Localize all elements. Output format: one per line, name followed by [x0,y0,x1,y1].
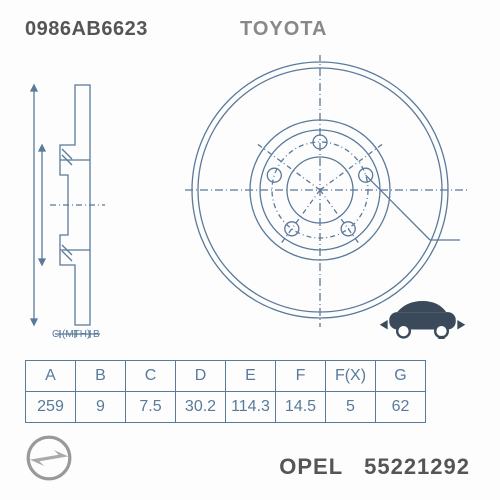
val-B: 9 [76,392,126,423]
col-D: D [176,361,226,392]
table-value-row: 259 9 7.5 30.2 114.3 14.5 5 62 [26,392,426,423]
axle-position-icon [375,295,470,345]
col-E: E [226,361,276,392]
col-C: C [126,361,176,392]
col-A: A [26,361,76,392]
col-Fx: F(X) [326,361,376,392]
dim-label-c: C (MTH) [52,329,90,340]
val-C: 7.5 [126,392,176,423]
brake-disc-side-view: C (MTH) B [30,75,140,340]
val-D: 30.2 [176,392,226,423]
val-Fx: 5 [326,392,376,423]
val-G: 62 [376,392,426,423]
dim-label-b: B [93,329,100,340]
val-E: 114.3 [226,392,276,423]
col-F: F [276,361,326,392]
dimension-table: A B C D E F F(X) G 259 9 7.5 30.2 114.3 … [25,360,426,423]
val-F: 14.5 [276,392,326,423]
part-number-top: 0986AB6623 [25,18,148,41]
footer-brand-part: OPEL 55221292 [279,454,470,480]
brand-top: TOYOTA [240,18,327,41]
col-B: B [76,361,126,392]
opel-logo-icon [25,434,73,482]
table-header-row: A B C D E F F(X) G [26,361,426,392]
val-A: 259 [26,392,76,423]
footer-part-number: 55221292 [364,454,470,479]
footer-brand: OPEL [279,454,343,479]
page-root: 0986AB6623 TOYOTA [0,0,500,500]
col-G: G [376,361,426,392]
